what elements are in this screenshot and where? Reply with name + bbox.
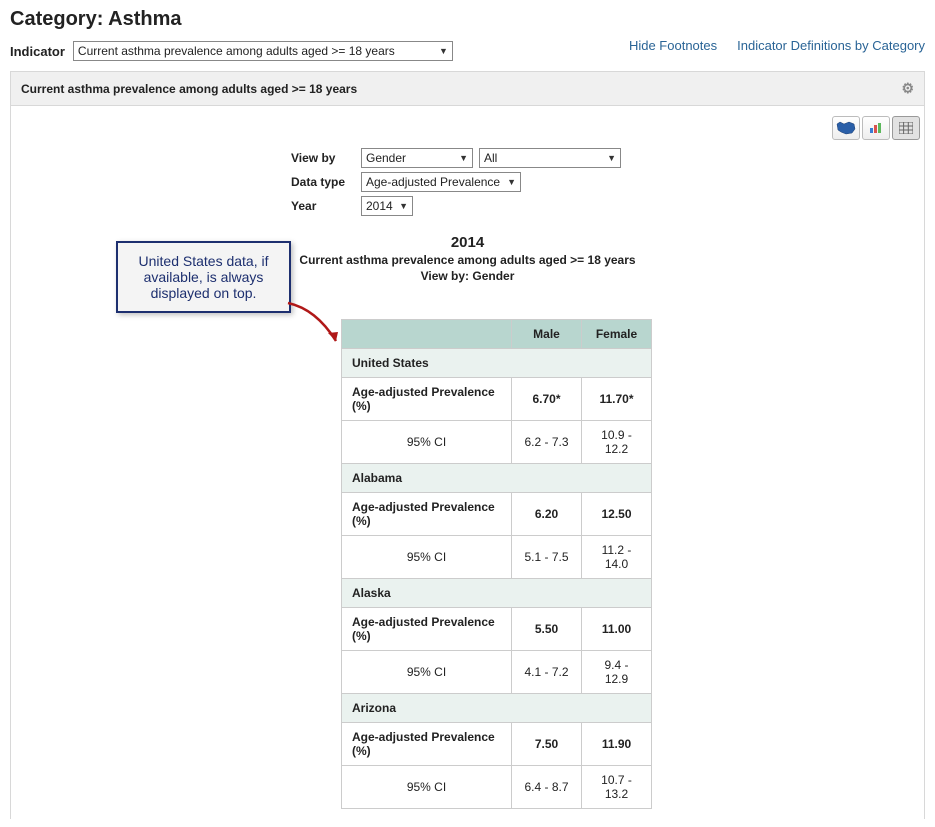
chart-view-button[interactable] [862,116,890,140]
table-value: 6.20 [512,493,582,536]
map-view-button[interactable] [832,116,860,140]
table-value: 11.90 [582,723,652,766]
chevron-down-icon: ▼ [459,153,468,163]
chevron-down-icon: ▼ [399,201,408,211]
category-name: Asthma [108,8,181,30]
table-ci-value: 9.4 - 12.9 [582,651,652,694]
view-by-filter-select[interactable]: All ▼ [479,148,621,168]
table-ci-label: 95% CI [342,766,512,809]
table-value: 11.00 [582,608,652,651]
table-metric-label: Age-adjusted Prevalence (%) [342,378,512,421]
table-state-header: Alabama [342,464,652,493]
data-type-label: Data type [291,175,361,189]
table-ci-value: 10.7 - 13.2 [582,766,652,809]
table-metric-label: Age-adjusted Prevalence (%) [342,493,512,536]
view-by-label: View by [291,151,361,165]
indicator-definitions-link[interactable]: Indicator Definitions by Category [737,38,925,53]
table-corner [342,320,512,349]
callout-box: United States data, if available, is alw… [116,241,291,313]
table-value: 5.50 [512,608,582,651]
table-ci-value: 5.1 - 7.5 [512,536,582,579]
table-ci-label: 95% CI [342,651,512,694]
table-ci-value: 6.4 - 8.7 [512,766,582,809]
data-type-value: Age-adjusted Prevalence [366,175,500,189]
indicator-selected: Current asthma prevalence among adults a… [78,44,395,58]
view-by-select[interactable]: Gender ▼ [361,148,473,168]
indicator-select[interactable]: Current asthma prevalence among adults a… [73,41,453,61]
bar-chart-icon [869,122,883,134]
table-ci-label: 95% CI [342,536,512,579]
table-ci-label: 95% CI [342,421,512,464]
table-ci-value: 10.9 - 12.2 [582,421,652,464]
arrow-annotation [286,299,346,349]
table-column-header: Female [582,320,652,349]
category-prefix: Category: [10,8,108,30]
year-value: 2014 [366,199,393,213]
table-metric-label: Age-adjusted Prevalence (%) [342,608,512,651]
table-state-header: Alaska [342,579,652,608]
table-ci-value: 11.2 - 14.0 [582,536,652,579]
table-value: 6.70* [512,378,582,421]
view-by-filter-value: All [484,151,497,165]
chevron-down-icon: ▼ [439,46,448,56]
grid-icon [899,122,913,134]
year-label: Year [291,199,361,213]
panel-title: Current asthma prevalence among adults a… [21,82,357,96]
view-by-value: Gender [366,151,406,165]
category-title: Category: Asthma [10,8,453,31]
table-state-header: Arizona [342,694,652,723]
table-ci-value: 6.2 - 7.3 [512,421,582,464]
data-type-select[interactable]: Age-adjusted Prevalence ▼ [361,172,521,192]
table-state-header: United States [342,349,652,378]
data-table: MaleFemaleUnited StatesAge-adjusted Prev… [341,319,652,809]
table-view-button[interactable] [892,116,920,140]
table-column-header: Male [512,320,582,349]
table-ci-value: 4.1 - 7.2 [512,651,582,694]
table-value: 12.50 [582,493,652,536]
chevron-down-icon: ▼ [507,177,516,187]
table-metric-label: Age-adjusted Prevalence (%) [342,723,512,766]
hide-footnotes-link[interactable]: Hide Footnotes [629,38,717,53]
table-value: 7.50 [512,723,582,766]
gear-icon[interactable]: ⚙ [901,80,914,97]
table-value: 11.70* [582,378,652,421]
indicator-label: Indicator [10,44,65,59]
year-select[interactable]: 2014 ▼ [361,196,413,216]
chevron-down-icon: ▼ [607,153,616,163]
map-icon [836,121,856,135]
